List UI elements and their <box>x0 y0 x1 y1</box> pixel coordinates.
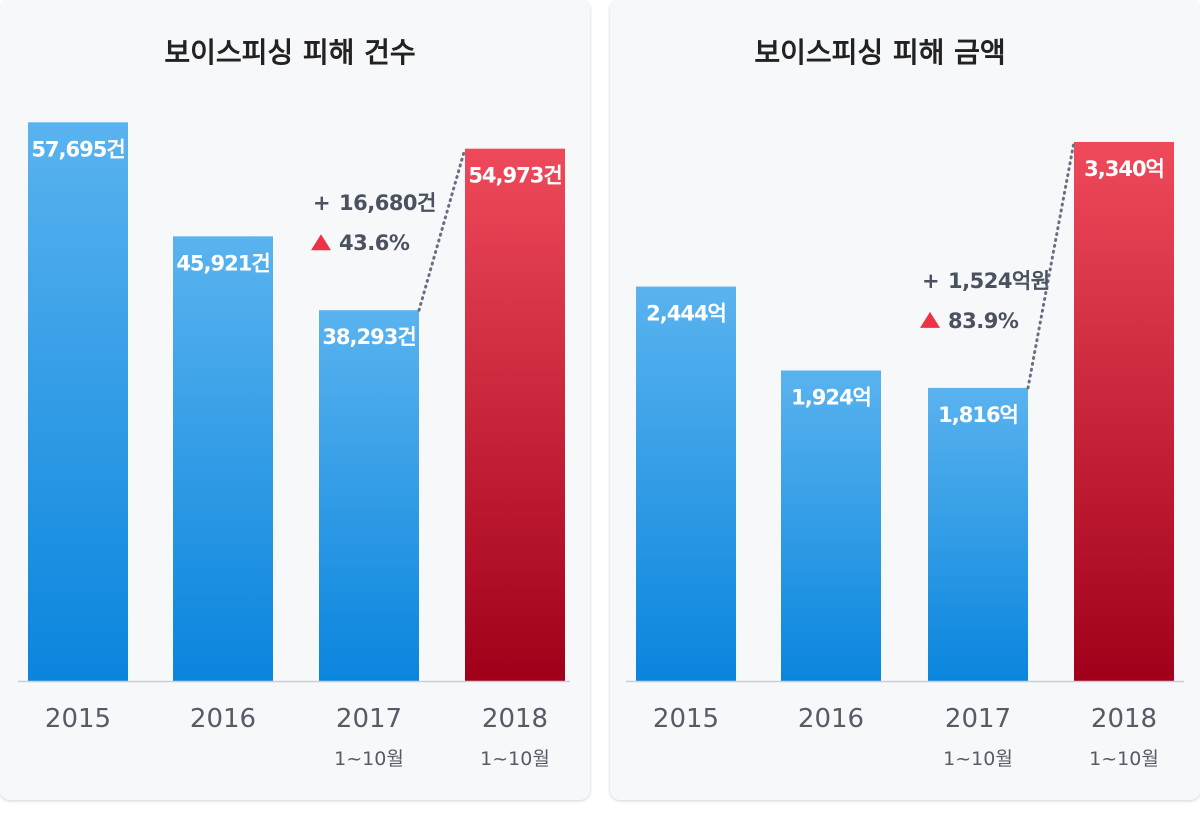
growth-connector-line <box>417 147 467 312</box>
bar-value-label: 3,340억 <box>1084 157 1164 181</box>
category-sublabel: 1~10월 <box>1089 748 1159 770</box>
chart-title: 보이스피싱 피해 금액 <box>754 36 1005 69</box>
percent-change-label: 83.9% <box>948 309 1019 333</box>
chart-svg-count: 보이스피싱 피해 건수 57,695건 2015 45,921건 2016 38,293… <box>18 36 570 770</box>
bar-value-label: 2,444억 <box>646 302 726 326</box>
bar-value-label: 57,695건 <box>31 137 124 161</box>
chart-panel-amount: 보이스피싱 피해 금액 2,444억 2015 1,924억 2016 1,816억 20… <box>610 0 1200 800</box>
bar-2017 <box>319 310 419 681</box>
category-label: 2015 <box>45 704 111 734</box>
category-sublabel: 1~10월 <box>334 748 404 770</box>
chart-panel-count: 보이스피싱 피해 건수 57,695건 2015 45,921건 2016 38,293… <box>0 0 590 800</box>
bar-2017 <box>928 387 1028 681</box>
category-sublabel: 1~10월 <box>480 748 550 770</box>
increase-arrow-icon <box>311 234 331 251</box>
category-label: 2018 <box>482 704 548 734</box>
difference-label: 1,524억원 <box>948 269 1050 293</box>
category-label: 2016 <box>798 704 864 734</box>
category-label: 2016 <box>190 704 256 734</box>
bar-2018 <box>465 148 565 682</box>
percent-change-label: 43.6% <box>339 231 410 255</box>
growth-connector-line <box>1026 140 1076 390</box>
bar-2016 <box>781 370 881 681</box>
bar-value-label: 45,921건 <box>176 251 269 275</box>
category-label: 2017 <box>945 704 1011 734</box>
category-label: 2017 <box>336 704 402 734</box>
bar-value-label: 54,973건 <box>468 164 561 188</box>
bar-2018 <box>1074 141 1174 681</box>
bar-value-label: 1,924억 <box>791 385 871 409</box>
bar-value-label: 38,293건 <box>322 325 415 349</box>
increase-arrow-icon <box>920 311 940 328</box>
category-label: 2018 <box>1091 704 1157 734</box>
chart-svg-amount: 보이스피싱 피해 금액 2,444억 2015 1,924억 2016 1,816억 20… <box>626 36 1184 770</box>
category-label: 2015 <box>653 704 719 734</box>
plus-sign: + <box>313 191 330 215</box>
bar-2015 <box>28 122 128 682</box>
difference-label: 16,680건 <box>339 191 436 215</box>
bar-2016 <box>173 236 273 681</box>
bar-value-label: 1,816억 <box>938 403 1018 427</box>
chart-title: 보이스피싱 피해 건수 <box>164 36 415 69</box>
plus-sign: + <box>922 269 939 293</box>
bar-2015 <box>636 286 736 681</box>
category-sublabel: 1~10월 <box>943 748 1013 770</box>
